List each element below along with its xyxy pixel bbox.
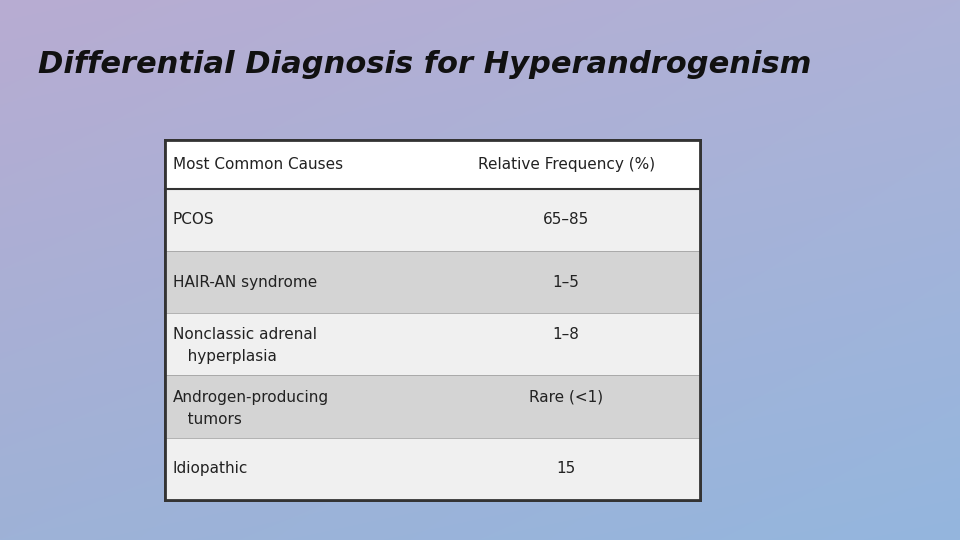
Text: Most Common Causes: Most Common Causes — [173, 157, 343, 172]
FancyBboxPatch shape — [165, 313, 700, 375]
Text: Differential Diagnosis for Hyperandrogenism: Differential Diagnosis for Hyperandrogen… — [38, 50, 812, 79]
Text: hyperplasia: hyperplasia — [173, 349, 276, 364]
Text: tumors: tumors — [173, 411, 242, 427]
FancyBboxPatch shape — [165, 438, 700, 500]
Text: HAIR-AN syndrome: HAIR-AN syndrome — [173, 274, 317, 289]
Text: Androgen-producing: Androgen-producing — [173, 390, 329, 405]
Text: 1–5: 1–5 — [553, 274, 580, 289]
FancyBboxPatch shape — [165, 188, 700, 251]
Text: 1–8: 1–8 — [553, 327, 580, 342]
FancyBboxPatch shape — [165, 140, 700, 188]
Text: 15: 15 — [557, 461, 576, 476]
Text: Rare (<1): Rare (<1) — [529, 390, 603, 405]
Text: Nonclassic adrenal: Nonclassic adrenal — [173, 327, 317, 342]
Text: 65–85: 65–85 — [543, 212, 589, 227]
Text: PCOS: PCOS — [173, 212, 215, 227]
Text: Relative Frequency (%): Relative Frequency (%) — [478, 157, 655, 172]
Text: Idiopathic: Idiopathic — [173, 461, 249, 476]
FancyBboxPatch shape — [165, 375, 700, 438]
FancyBboxPatch shape — [165, 140, 700, 500]
FancyBboxPatch shape — [165, 251, 700, 313]
